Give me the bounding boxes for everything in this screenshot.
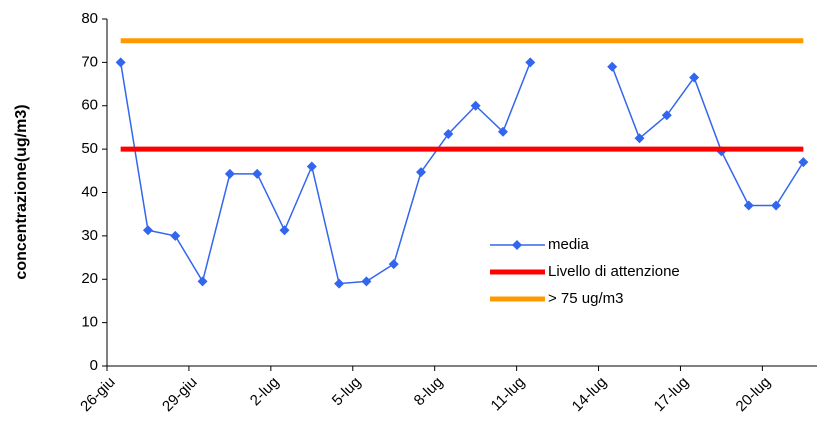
x-tick-label: 20-lug: [733, 374, 775, 416]
marker: [470, 100, 481, 111]
y-tick-label: 20: [81, 270, 98, 287]
marker: [170, 230, 181, 241]
legend-label: > 75 ug/m3: [548, 290, 623, 307]
marker: [771, 200, 782, 211]
marker: [361, 276, 372, 287]
x-tick-label: 5-lug: [329, 374, 365, 410]
y-tick-label: 80: [81, 10, 98, 27]
marker: [279, 225, 290, 236]
y-tick-label: 30: [81, 227, 98, 244]
marker: [607, 61, 618, 72]
y-tick-label: 50: [81, 140, 98, 157]
legend-label: Livello di attenzione: [548, 263, 680, 280]
y-axis-title: concentrazione(ug/m3): [13, 104, 30, 279]
marker: [661, 110, 672, 121]
x-tick-label: 8-lug: [411, 374, 447, 410]
marker: [252, 168, 263, 179]
y-tick-label: 0: [90, 357, 98, 374]
legend-label: media: [548, 236, 590, 253]
marker: [743, 200, 754, 211]
y-tick-label: 60: [81, 97, 98, 114]
marker: [197, 276, 208, 287]
x-tick-label: 29-giu: [159, 374, 201, 416]
x-tick-label: 14-lug: [569, 374, 611, 416]
legend-marker: [512, 240, 522, 250]
marker: [798, 157, 809, 168]
marker: [306, 161, 317, 172]
y-tick-label: 10: [81, 314, 98, 331]
x-tick-label: 17-lug: [651, 374, 693, 416]
x-tick-label: 26-giu: [77, 374, 119, 416]
marker: [634, 133, 645, 144]
y-tick-label: 40: [81, 183, 98, 200]
marker: [689, 72, 700, 83]
series-line: [119, 62, 804, 285]
marker: [388, 259, 399, 270]
marker: [115, 57, 126, 68]
y-tick-label: 70: [81, 53, 98, 70]
marker: [497, 126, 508, 137]
x-tick-label: 11-lug: [488, 374, 529, 415]
x-tick-label: 2-lug: [247, 374, 283, 410]
marker: [334, 278, 345, 289]
marker: [525, 57, 536, 68]
marker: [142, 225, 153, 236]
marker: [416, 167, 427, 178]
marker: [224, 168, 235, 179]
marker: [443, 128, 454, 139]
